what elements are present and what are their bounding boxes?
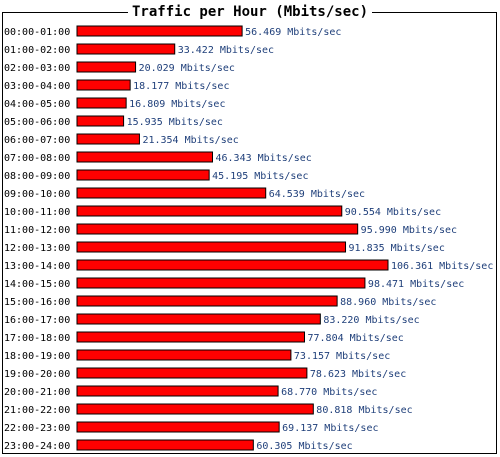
category-label: 20:00-21:00 xyxy=(4,387,70,398)
category-label: 04:00-05:00 xyxy=(4,99,70,110)
value-label: 106.361 Mbits/sec xyxy=(391,261,493,272)
value-label: 16.809 Mbits/sec xyxy=(129,99,225,110)
value-label: 20.029 Mbits/sec xyxy=(139,63,235,74)
category-label: 17:00-18:00 xyxy=(4,333,70,344)
value-label: 80.818 Mbits/sec xyxy=(316,405,412,416)
category-label: 13:00-14:00 xyxy=(4,261,70,272)
bar xyxy=(76,151,214,163)
category-label: 19:00-20:00 xyxy=(4,369,70,380)
value-label: 69.137 Mbits/sec xyxy=(282,423,378,434)
value-label: 21.354 Mbits/sec xyxy=(142,135,238,146)
value-label: 18.177 Mbits/sec xyxy=(133,81,229,92)
value-label: 83.220 Mbits/sec xyxy=(323,315,419,326)
category-label: 09:00-10:00 xyxy=(4,189,70,200)
bar xyxy=(76,61,137,73)
bar xyxy=(76,43,176,55)
category-label: 14:00-15:00 xyxy=(4,279,70,290)
bar xyxy=(76,205,343,217)
category-label: 03:00-04:00 xyxy=(4,81,70,92)
category-label: 00:00-01:00 xyxy=(4,27,70,38)
category-label: 12:00-13:00 xyxy=(4,243,70,254)
value-label: 60.305 Mbits/sec xyxy=(256,441,352,452)
category-label: 15:00-16:00 xyxy=(4,297,70,308)
value-label: 56.469 Mbits/sec xyxy=(245,27,341,38)
bar xyxy=(76,277,366,289)
bar xyxy=(76,331,305,343)
bar xyxy=(76,367,308,379)
value-label: 78.623 Mbits/sec xyxy=(310,369,406,380)
value-label: 98.471 Mbits/sec xyxy=(368,279,464,290)
bar xyxy=(76,169,210,181)
chart-title: Traffic per Hour (Mbits/sec) xyxy=(127,3,373,21)
value-label: 15.935 Mbits/sec xyxy=(127,117,223,128)
value-label: 46.343 Mbits/sec xyxy=(216,153,312,164)
bar xyxy=(76,97,127,109)
bar xyxy=(76,187,267,199)
bar xyxy=(76,223,359,235)
value-label: 90.554 Mbits/sec xyxy=(345,207,441,218)
value-label: 68.770 Mbits/sec xyxy=(281,387,377,398)
category-label: 21:00-22:00 xyxy=(4,405,70,416)
bar xyxy=(76,25,243,37)
category-label: 06:00-07:00 xyxy=(4,135,70,146)
bar xyxy=(76,241,347,253)
value-label: 77.804 Mbits/sec xyxy=(307,333,403,344)
category-label: 10:00-11:00 xyxy=(4,207,70,218)
bar xyxy=(76,421,280,433)
value-label: 95.990 Mbits/sec xyxy=(361,225,457,236)
value-label: 73.157 Mbits/sec xyxy=(294,351,390,362)
bar xyxy=(76,403,314,415)
category-label: 02:00-03:00 xyxy=(4,63,70,74)
bar xyxy=(76,439,254,451)
bar xyxy=(76,349,292,361)
bar xyxy=(76,295,338,307)
category-label: 05:00-06:00 xyxy=(4,117,70,128)
bar xyxy=(76,385,279,397)
category-label: 23:00-24:00 xyxy=(4,441,70,452)
category-label: 11:00-12:00 xyxy=(4,225,70,236)
category-label: 01:00-02:00 xyxy=(4,45,70,56)
value-label: 33.422 Mbits/sec xyxy=(178,45,274,56)
category-label: 08:00-09:00 xyxy=(4,171,70,182)
category-label: 16:00-17:00 xyxy=(4,315,70,326)
value-label: 91.835 Mbits/sec xyxy=(349,243,445,254)
value-label: 88.960 Mbits/sec xyxy=(340,297,436,308)
value-label: 45.195 Mbits/sec xyxy=(212,171,308,182)
bar xyxy=(76,259,389,271)
category-label: 22:00-23:00 xyxy=(4,423,70,434)
value-label: 64.539 Mbits/sec xyxy=(269,189,365,200)
bar xyxy=(76,115,125,127)
category-label: 07:00-08:00 xyxy=(4,153,70,164)
bar xyxy=(76,313,321,325)
bar xyxy=(76,133,140,145)
bar xyxy=(76,79,131,91)
category-label: 18:00-19:00 xyxy=(4,351,70,362)
